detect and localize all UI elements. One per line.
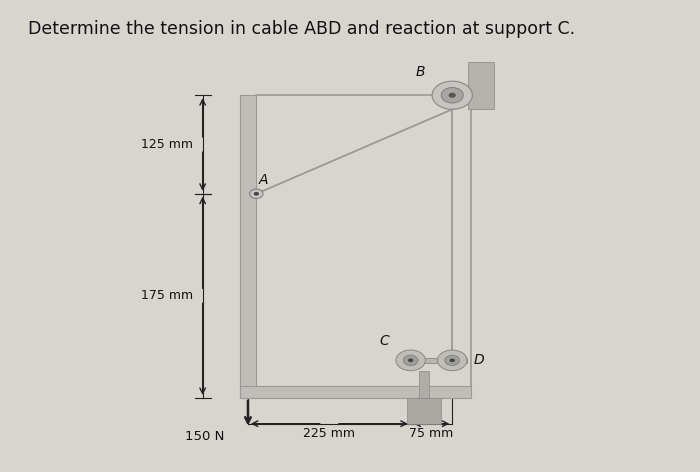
Circle shape bbox=[449, 359, 455, 362]
Text: 175 mm: 175 mm bbox=[141, 289, 193, 303]
Text: 225 mm: 225 mm bbox=[303, 428, 356, 440]
Bar bbox=[239, 386, 471, 398]
Text: D: D bbox=[474, 354, 484, 367]
Circle shape bbox=[396, 350, 426, 371]
Circle shape bbox=[449, 93, 456, 98]
Circle shape bbox=[445, 355, 460, 365]
Circle shape bbox=[408, 359, 413, 362]
Circle shape bbox=[432, 81, 472, 110]
Text: B: B bbox=[416, 65, 426, 79]
Text: 150 N: 150 N bbox=[185, 430, 224, 443]
Text: A: A bbox=[259, 173, 269, 187]
Text: C: C bbox=[379, 334, 389, 348]
Text: 125 mm: 125 mm bbox=[141, 138, 193, 151]
Bar bbox=[396, 357, 467, 363]
Circle shape bbox=[438, 350, 467, 371]
Circle shape bbox=[253, 192, 259, 196]
Bar bbox=[407, 398, 442, 424]
Bar bbox=[239, 95, 256, 398]
Bar bbox=[468, 62, 494, 110]
Text: Determine the tension in cable ABD and reaction at support C.: Determine the tension in cable ABD and r… bbox=[28, 20, 575, 38]
Circle shape bbox=[250, 189, 263, 198]
Text: 75 mm: 75 mm bbox=[410, 428, 454, 440]
Circle shape bbox=[441, 87, 463, 103]
Circle shape bbox=[403, 355, 418, 365]
Bar bbox=[419, 371, 429, 398]
